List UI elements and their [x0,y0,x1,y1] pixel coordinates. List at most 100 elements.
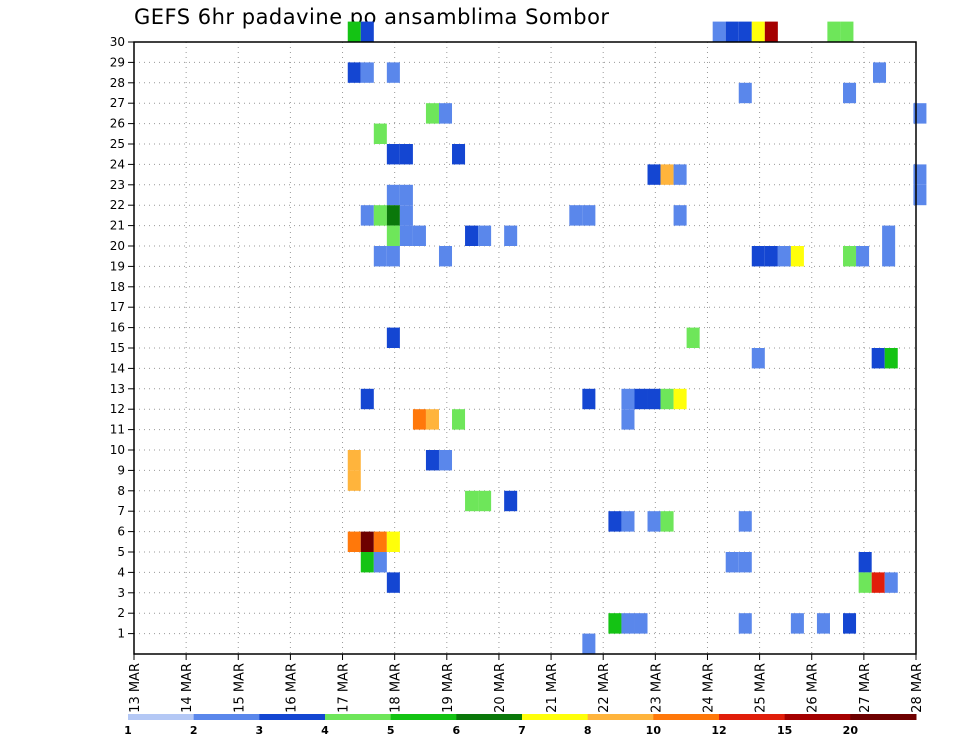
precip-cell [686,327,700,348]
legend-label: 8 [584,724,592,737]
precip-cell [360,62,374,83]
precip-cell [738,21,752,42]
precip-cell [386,225,400,246]
y-tick-label: 12 [110,402,125,416]
legend-label: 20 [843,724,859,737]
precip-cell [884,572,898,593]
x-tick-label: 17 MAR [337,663,352,713]
y-tick-label: 26 [110,117,125,131]
precip-cell [452,409,466,430]
y-tick-label: 28 [110,76,125,90]
precip-cell [738,552,752,573]
legend-label: 10 [646,724,662,737]
precip-cell [790,613,804,634]
y-tick-label: 13 [110,382,125,396]
precip-cell [790,246,804,267]
precip-cell [843,613,857,634]
x-tick-label: 14 MAR [180,663,195,713]
precip-cell [438,103,453,124]
precip-cell [582,388,596,410]
precip-cell [386,246,400,267]
y-tick-label: 21 [110,219,125,233]
precip-cell [582,205,596,226]
precip-cell [751,21,765,42]
precip-cell [360,205,374,226]
y-tick-label: 15 [110,341,125,355]
x-tick-label: 22 MAR [597,663,612,713]
precip-cell [504,225,518,246]
x-tick-label: 26 MAR [806,663,821,713]
precip-cell [882,246,896,267]
precip-cell [504,490,518,512]
x-tick-label: 23 MAR [649,663,664,713]
legend-swatch [128,714,195,720]
precip-cell [347,450,361,471]
precip-cell [360,552,374,573]
precip-cell [465,225,479,246]
precip-cell [347,21,361,42]
precip-cell [478,490,492,512]
precip-cell [673,205,687,226]
precip-cell [347,470,361,491]
legend-swatch [193,714,260,720]
x-tick-label: 16 MAR [284,663,299,713]
y-tick-label: 27 [110,96,125,110]
precip-cell [465,490,479,512]
precip-cell [608,613,622,634]
precip-cell [647,511,661,532]
y-tick-label: 7 [117,504,125,518]
x-tick-label: 28 MAR [910,663,925,713]
precip-cell [738,511,752,532]
y-tick-label: 10 [110,443,125,457]
precip-cell [751,246,765,267]
precip-cell [871,572,885,593]
precip-cell [871,348,885,369]
precip-cell [660,388,674,410]
precip-cell [827,21,841,42]
precip-cell [660,164,674,185]
precip-cell [452,144,466,165]
y-tick-label: 11 [110,423,125,437]
x-tick-label: 24 MAR [701,663,716,713]
legend-label: 2 [190,724,198,737]
precip-cell [582,633,596,654]
legend-label: 7 [518,724,526,737]
precip-cell [738,82,752,104]
y-tick-label: 6 [117,525,125,539]
precip-cell [412,409,426,430]
precip-cell [858,572,872,593]
precip-cell [360,21,374,42]
legend-label: 12 [711,724,726,737]
precip-cells [347,21,927,654]
precip-cell [872,62,887,83]
precip-cell [725,21,739,42]
y-tick-label: 25 [110,137,125,151]
precip-cell [751,348,765,369]
x-tick-label: 25 MAR [754,663,769,713]
x-axis-ticks: 13 MAR 14 MAR 15 MAR 16 MAR 17 MAR 18 MAR 19 M… [128,654,925,713]
legend-label: 6 [453,724,461,737]
y-tick-label: 17 [110,300,125,314]
precip-cell [843,82,857,104]
y-tick-label: 5 [117,545,125,559]
legend-swatch [390,714,457,720]
y-tick-label: 23 [110,178,125,192]
legend-label: 4 [321,724,329,737]
precip-cell [425,450,439,471]
precip-cell [673,164,687,185]
precip-cell [621,409,635,430]
legend-label: 3 [256,724,264,737]
precip-cell [882,225,896,246]
x-tick-label: 13 MAR [128,663,143,713]
y-tick-label: 30 [110,35,125,49]
precip-cell [386,62,400,83]
precip-cell [843,246,857,267]
legend-label: 1 [124,724,132,737]
precip-cell [621,511,635,532]
precip-cell [608,511,622,532]
x-tick-label: 27 MAR [858,663,873,713]
legend-swatch [587,714,654,720]
precip-cell [647,388,661,410]
y-tick-label: 3 [117,586,125,600]
precip-cell [412,225,426,246]
